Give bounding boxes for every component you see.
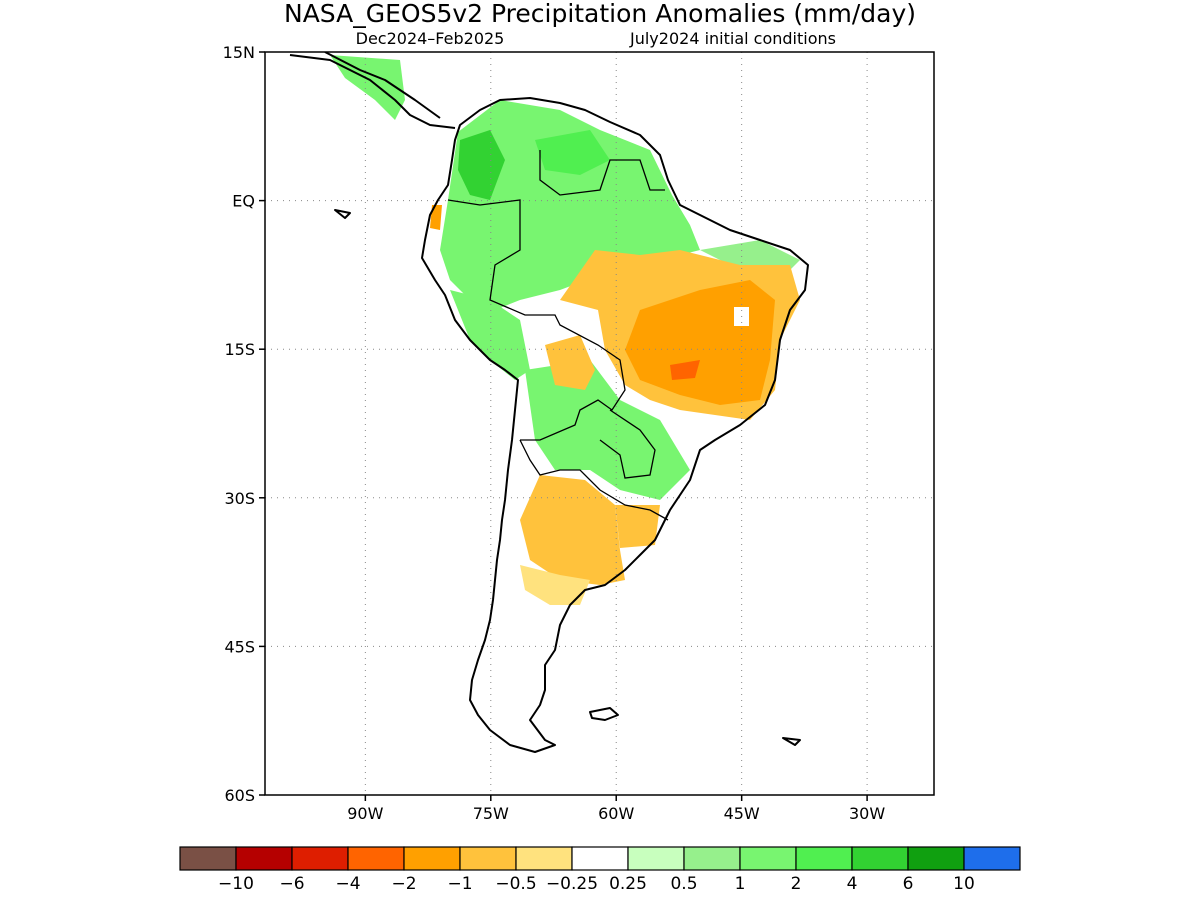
coastline (289, 52, 809, 753)
lon-tick-label: 75W (473, 804, 509, 823)
map-panel: 15N EQ 15S 30S 45S 60S 90W 75W 60W 45W 30W (223, 43, 935, 823)
colombia-core-region (458, 130, 505, 200)
lat-tick-label: 30S (224, 489, 255, 508)
central-america-wet-region (330, 55, 405, 120)
lat-tick-label: 15N (223, 43, 255, 62)
lat-tick-label: 45S (224, 637, 255, 656)
colorbar-label: 0.5 (670, 874, 697, 894)
colorbar-label: −1 (447, 874, 472, 894)
lon-tick-label: 90W (347, 804, 383, 823)
axis-ticks: 15N EQ 15S 30S 45S 60S 90W 75W 60W 45W 30W (223, 43, 886, 823)
colorbar-label: 10 (953, 874, 975, 894)
central-america-coastline (289, 52, 456, 129)
venezuela-core-region (535, 130, 610, 175)
argentina-dry-region (520, 475, 625, 585)
colorbar-swatch (459, 846, 517, 871)
lat-tick-label: 15S (224, 340, 255, 359)
lon-tick-label: 60W (598, 804, 634, 823)
colorbar-swatch (627, 846, 685, 871)
colorbar-swatch (739, 846, 797, 871)
colorbar-swatch (179, 846, 237, 871)
galapagos (334, 209, 351, 219)
colorbar-label: 6 (903, 874, 914, 894)
colorbar-swatch (403, 846, 461, 871)
uruguay-dry-region (615, 505, 660, 548)
colorbar-label: 0.25 (609, 874, 647, 894)
south-georgia (782, 737, 801, 746)
lat-tick-label: EQ (232, 192, 255, 211)
colorbar: −10 −6 −4 −2 −1 −0.5 −0.25 0.25 0.5 1 2 4 6 10 (179, 846, 1021, 894)
subtitle-initial-conditions: July2024 initial conditions (629, 29, 836, 48)
colorbar-label: 4 (847, 874, 858, 894)
colorbar-label: 2 (791, 874, 802, 894)
colorbar-swatch (347, 846, 405, 871)
colorbar-label: −0.5 (495, 874, 536, 894)
colorbar-swatch (907, 846, 965, 871)
country-borders (447, 150, 669, 521)
south-america-coastline (421, 97, 809, 753)
lon-tick-label: 45W (724, 804, 760, 823)
colorbar-swatch (515, 846, 573, 871)
colorbar-swatch (795, 846, 853, 871)
colorbar-swatch (683, 846, 741, 871)
brazil-hotspot (670, 360, 700, 380)
figure-title: NASA_GEOS5v2 Precipitation Anomalies (mm… (284, 0, 916, 28)
map-frame (264, 51, 935, 796)
colorbar-swatch (963, 846, 1021, 871)
falkland-islands (589, 707, 619, 721)
patagonia-dry-region (520, 565, 590, 605)
colorbar-label: −2 (391, 874, 416, 894)
colorbar-swatch (291, 846, 349, 871)
lon-tick-label: 30W (849, 804, 885, 823)
lat-tick-label: 60S (224, 786, 255, 805)
colorbar-swatch (851, 846, 909, 871)
colorbar-label: −4 (335, 874, 360, 894)
ecuador-dry-spot (430, 205, 442, 230)
paraguay-wet-region (525, 360, 690, 500)
colorbar-label: −6 (279, 874, 304, 894)
anomaly-fields (330, 55, 800, 605)
colorbar-swatch (571, 846, 629, 871)
bolivia-dry-region (545, 335, 595, 390)
colorbar-label: 1 (735, 874, 746, 894)
colorbar-swatch (235, 846, 293, 871)
colorbar-label: −10 (218, 874, 254, 894)
colorbar-label: −0.25 (546, 874, 598, 894)
subtitle-period: Dec2024–Feb2025 (356, 29, 505, 48)
peru-wet-region (450, 290, 530, 380)
